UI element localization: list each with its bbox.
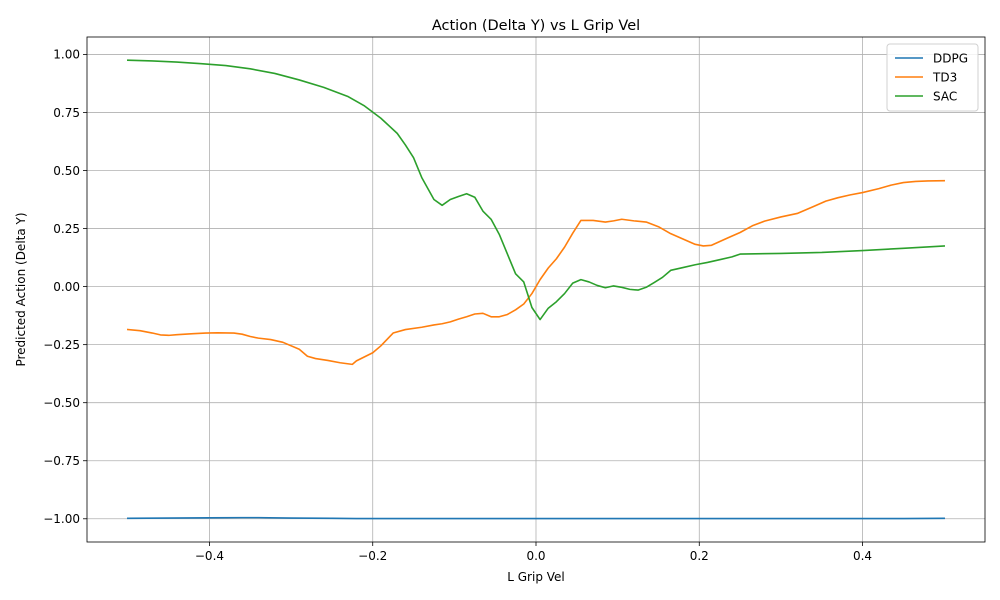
y-tick-label: −1.00 <box>43 512 80 526</box>
y-axis-title: Predicted Action (Delta Y) <box>14 212 28 366</box>
x-tick-label: 0.0 <box>526 549 545 563</box>
y-tick-label: 1.00 <box>53 48 80 62</box>
legend: DDPG TD3 SAC <box>886 43 979 112</box>
series-line-ddpg <box>127 516 945 520</box>
series-line-td3 <box>126 179 945 366</box>
series-lines <box>126 59 946 520</box>
y-tick-label: 0.75 <box>53 106 80 120</box>
x-tick-label: −0.4 <box>195 549 224 563</box>
legend-box <box>886 43 979 112</box>
x-axis-ticks: −0.4 −0.2 0.0 0.2 0.4 <box>195 542 872 563</box>
y-tick-label: 0.50 <box>53 164 80 178</box>
y-tick-label: −0.50 <box>43 396 80 410</box>
y-axis-ticks: 1.00 0.75 0.50 0.25 0.00 −0.25 −0.50 −0.75 −1.00 <box>43 48 87 526</box>
y-tick-label: −0.75 <box>43 454 80 468</box>
chart-title: Action (Delta Y) vs L Grip Vel <box>432 18 640 34</box>
x-axis-title: L Grip Vel <box>507 570 565 584</box>
legend-label-sac: SAC <box>933 89 957 103</box>
series-line-sac <box>126 59 946 321</box>
legend-label-ddpg: DDPG <box>933 51 968 65</box>
legend-label-td3: TD3 <box>932 70 957 84</box>
x-tick-label: 0.2 <box>690 549 709 563</box>
y-tick-label: 0.25 <box>53 222 80 236</box>
y-tick-label: −0.25 <box>43 338 80 352</box>
x-tick-label: −0.2 <box>358 549 387 563</box>
y-tick-label: 0.00 <box>53 280 80 294</box>
x-tick-label: 0.4 <box>853 549 872 563</box>
